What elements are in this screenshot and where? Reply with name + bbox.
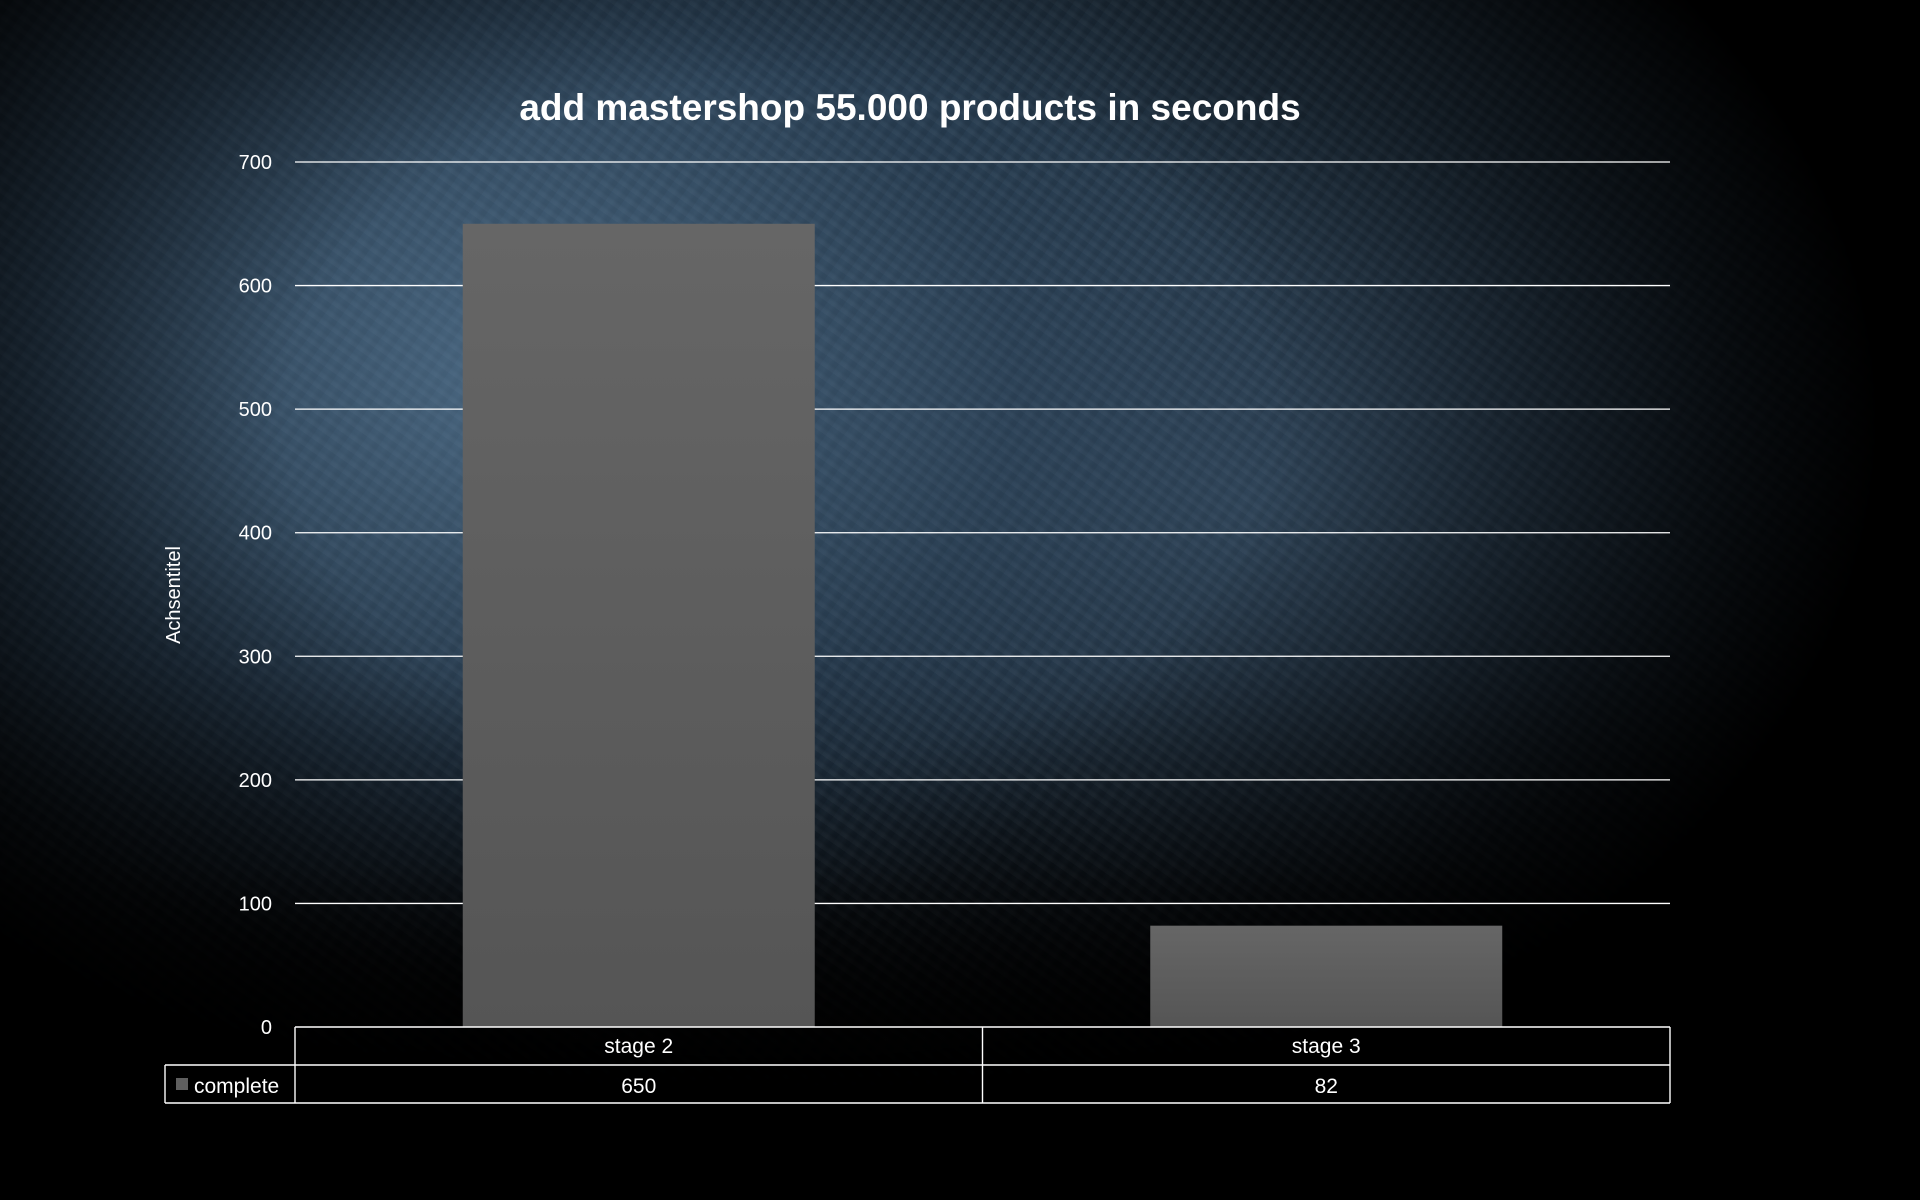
y-tick-label: 0 — [261, 1017, 272, 1039]
legend-swatch — [176, 1078, 188, 1090]
chart-title: add mastershop 55.000 products in second… — [519, 87, 1300, 128]
category-label: stage 2 — [604, 1035, 673, 1058]
data-value-label: 650 — [621, 1075, 656, 1098]
y-tick-label: 100 — [239, 893, 272, 915]
bars — [462, 223, 1503, 1028]
legend-label: complete — [194, 1075, 279, 1098]
y-tick-label: 400 — [239, 523, 272, 545]
data-table: stage 2 650 stage 3 82 complete — [164, 1026, 1671, 1104]
category-label: stage 3 — [1292, 1035, 1361, 1058]
y-tick-label: 600 — [239, 276, 272, 298]
y-tick-label: 200 — [239, 770, 272, 792]
y-tick-label: 500 — [239, 399, 272, 421]
bar — [1150, 925, 1503, 1027]
y-tick-label: 300 — [239, 646, 272, 668]
data-value-label: 82 — [1315, 1075, 1338, 1098]
y-tick-label: 700 — [239, 152, 272, 174]
y-axis-title: Achsentitel — [163, 546, 185, 644]
y-axis-ticks: 0 100 200 300 400 500 600 700 — [239, 152, 272, 1039]
bar — [462, 223, 815, 1028]
